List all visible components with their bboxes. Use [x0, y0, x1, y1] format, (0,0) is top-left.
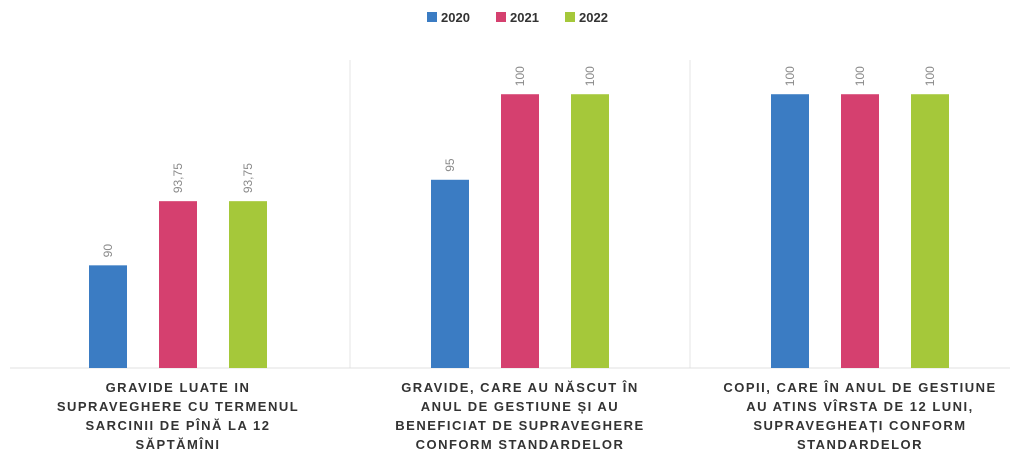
category-label: BENEFICIAT DE SUPRAVEGHERE	[395, 418, 644, 433]
value-label: 90	[101, 244, 115, 258]
value-label: 100	[583, 66, 597, 86]
bar	[229, 201, 267, 368]
value-label: 100	[513, 66, 527, 86]
bar	[771, 94, 809, 368]
value-label: 93,75	[171, 163, 185, 193]
bar	[159, 201, 197, 368]
bar	[89, 265, 127, 368]
category-label: ANUL DE GESTIUNE ȘI AU	[421, 399, 619, 414]
legend-label: 2022	[579, 10, 608, 25]
bar	[571, 94, 609, 368]
value-label: 100	[783, 66, 797, 86]
legend-label: 2021	[510, 10, 539, 25]
legend-swatch	[496, 12, 506, 22]
value-label: 93,75	[241, 163, 255, 193]
bar	[431, 179, 469, 368]
category-label: SĂPTĂMÎNI	[136, 437, 221, 452]
value-label: 95	[443, 158, 457, 172]
legend-swatch	[565, 12, 575, 22]
bar	[841, 94, 879, 368]
bar	[911, 94, 949, 368]
category-label: AU ATINS VÎRSTA DE 12 LUNI,	[746, 399, 974, 414]
category-label: SUPRAVEGHERE CU TERMENUL	[57, 399, 299, 414]
category-label: SARCINII DE PÎNĂ LA 12	[86, 418, 271, 433]
value-label: 100	[853, 66, 867, 86]
category-label: CONFORM STANDARDELOR	[416, 437, 625, 452]
legend-swatch	[427, 12, 437, 22]
bar	[501, 94, 539, 368]
legend-label: 2020	[441, 10, 470, 25]
category-label: SUPRAVEGHEAȚI CONFORM	[753, 418, 966, 433]
value-label: 100	[923, 66, 937, 86]
category-label: GRAVIDE, CARE AU NĂSCUT ÎN	[401, 380, 639, 395]
category-label: GRAVIDE LUATE IN	[106, 380, 251, 395]
category-label: STANDARDELOR	[797, 437, 923, 452]
category-label: COPII, CARE ÎN ANUL DE GESTIUNE	[723, 380, 996, 395]
